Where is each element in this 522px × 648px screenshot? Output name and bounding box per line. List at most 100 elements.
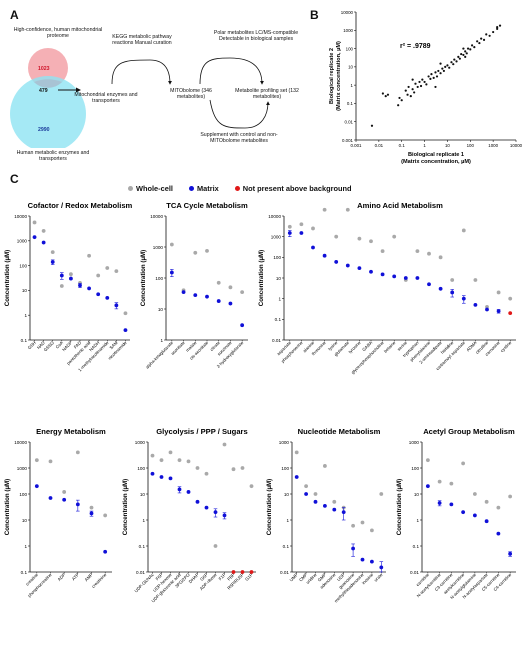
y-tick-label: 100 bbox=[19, 263, 27, 268]
y-axis-title: Concentration (µM) bbox=[140, 250, 147, 307]
legend-matrix-label: Matrix bbox=[196, 184, 219, 193]
matrix-point bbox=[351, 546, 355, 551]
matrix-point bbox=[228, 301, 233, 306]
y-tick-label: 10 bbox=[158, 307, 164, 312]
data-point bbox=[473, 46, 476, 49]
y-tick-label: 1 bbox=[286, 518, 289, 523]
x-tick-label: UMP bbox=[289, 572, 299, 582]
chart-title: Glycolysis / PPP / Sugars bbox=[156, 427, 247, 436]
matrix-point bbox=[177, 487, 182, 492]
y-tick-label: 1000 bbox=[409, 440, 420, 445]
whole-cell-point bbox=[87, 253, 91, 258]
data-point bbox=[441, 67, 444, 70]
matrix-point bbox=[437, 501, 442, 505]
whole-cell-point bbox=[334, 234, 339, 239]
data-point bbox=[442, 69, 445, 73]
y-tick-label: 1 bbox=[24, 313, 27, 318]
whole-cell-point bbox=[228, 285, 233, 290]
y-tick-label: 1000 bbox=[271, 234, 282, 239]
data-point bbox=[498, 24, 502, 27]
matrix-point bbox=[69, 276, 73, 281]
y-tick-label: 0.1 bbox=[413, 544, 420, 549]
chart-title: TCA Cycle Metabolism bbox=[166, 201, 248, 210]
x-tick-label: 1 bbox=[423, 143, 426, 148]
matrix-point bbox=[240, 323, 245, 328]
x-tick-label: betaine bbox=[383, 340, 397, 354]
matrix-point bbox=[222, 513, 227, 518]
data-point bbox=[460, 52, 463, 56]
x-tick-label: G6P bbox=[199, 572, 209, 582]
matrix-point bbox=[472, 513, 477, 518]
matrix-point bbox=[78, 283, 82, 288]
matrix-point bbox=[159, 475, 164, 479]
data-point bbox=[462, 47, 465, 50]
data-point bbox=[476, 40, 479, 43]
chart-tca-cycle: TCA Cycle Metabolism 1 10 100 1000 10000 Conce… bbox=[140, 201, 248, 370]
y-tick-label: 100 bbox=[137, 466, 145, 471]
x-tick-label: CMP bbox=[298, 572, 308, 582]
matrix-point bbox=[323, 503, 327, 508]
data-point bbox=[398, 96, 401, 100]
x-tick-label: NADP bbox=[61, 340, 73, 352]
matrix-point bbox=[168, 476, 173, 481]
matrix-point bbox=[32, 235, 37, 240]
matrix-point bbox=[75, 502, 80, 507]
data-point bbox=[465, 52, 468, 55]
data-point bbox=[370, 124, 374, 127]
y-tick-label: 10000 bbox=[150, 214, 163, 219]
data-point bbox=[400, 99, 403, 102]
matrix-point bbox=[484, 519, 489, 524]
whole-cell-point bbox=[311, 226, 315, 231]
matrix-point bbox=[103, 549, 108, 554]
flow-step-3: Metabolite profiling set (132 metabolite… bbox=[235, 88, 299, 100]
data-point bbox=[427, 75, 430, 78]
data-point bbox=[386, 93, 390, 96]
y-tick-label: 10 bbox=[22, 288, 28, 293]
y-tick-label: 1000 bbox=[343, 28, 353, 33]
y-tick-label: 10 bbox=[276, 276, 282, 281]
whole-cell-point bbox=[287, 224, 292, 229]
whole-cell-point bbox=[193, 250, 198, 255]
legend-not-present-label: Not present above background bbox=[242, 184, 352, 193]
y-axis-title: Concentration (µM) bbox=[4, 479, 11, 536]
data-point bbox=[409, 95, 412, 98]
matrix-point bbox=[332, 507, 337, 512]
venn-circle-metabolic bbox=[10, 76, 86, 148]
data-point bbox=[411, 78, 414, 81]
panel-label-b: B bbox=[310, 8, 319, 22]
x-tick-label: ATP bbox=[71, 572, 80, 581]
y-tick-label: 1 bbox=[351, 83, 354, 88]
y-axis-title: Concentration (µM) bbox=[396, 479, 403, 536]
x-tick-label: creatinine bbox=[91, 572, 108, 589]
venn-overlap bbox=[34, 79, 62, 88]
matrix-point bbox=[438, 286, 443, 291]
matrix-point bbox=[41, 240, 46, 245]
x-tick-label: FAD bbox=[73, 340, 82, 349]
whole-cell-point bbox=[216, 280, 221, 285]
whole-cell-point bbox=[508, 296, 513, 301]
whole-cell-point bbox=[438, 255, 443, 260]
matrix-point bbox=[205, 294, 209, 299]
data-point bbox=[430, 73, 433, 76]
y-tick-label: 0.1 bbox=[283, 544, 290, 549]
whole-cell-point bbox=[332, 499, 337, 504]
y-tick-label: 1 bbox=[142, 518, 145, 523]
matrix-point bbox=[415, 276, 420, 280]
data-point bbox=[416, 85, 419, 89]
whole-cell-point bbox=[123, 311, 128, 316]
whole-cell-point bbox=[379, 492, 384, 496]
x-tick-label: GSH bbox=[27, 340, 37, 350]
data-point bbox=[480, 37, 483, 40]
data-point bbox=[413, 91, 416, 94]
r-squared-annotation: r² = .9789 bbox=[400, 43, 431, 50]
chart-energy: Energy Metabolism 0.1 1 10 100 1000 10000 Conce… bbox=[4, 427, 112, 598]
chart-cofactor-redox: Cofactor / Redox Metabolism 0.1 1 10 100 1000… bbox=[4, 201, 133, 372]
not-present-point bbox=[249, 570, 254, 574]
data-point bbox=[384, 95, 387, 98]
flow-arrows bbox=[58, 57, 270, 129]
matrix-point bbox=[508, 551, 513, 556]
whole-cell-point bbox=[41, 229, 46, 233]
y-tick-label: 10 bbox=[348, 65, 353, 70]
data-point bbox=[418, 80, 421, 84]
legend-whole-cell-label: Whole-cell bbox=[136, 184, 173, 193]
